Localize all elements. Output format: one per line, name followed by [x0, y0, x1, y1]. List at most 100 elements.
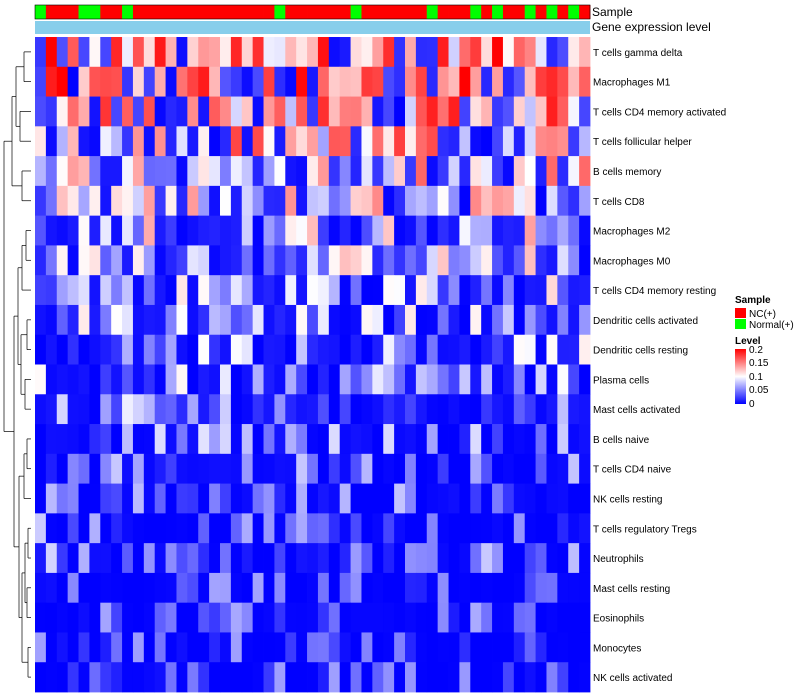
heatmap-cell	[394, 37, 406, 68]
heatmap-cell	[317, 245, 330, 276]
heatmap-cell	[241, 364, 254, 395]
heatmap-cell	[383, 662, 395, 693]
heatmap-cell	[394, 453, 406, 484]
heatmap-cell	[481, 185, 493, 217]
heatmap-cell	[405, 513, 417, 544]
heatmap-cell	[524, 602, 536, 633]
heatmap-cell	[492, 662, 504, 693]
heatmap-cell	[132, 126, 145, 157]
heatmap-cell	[317, 275, 330, 306]
heatmap-cell	[209, 453, 221, 484]
heatmap-cell	[481, 483, 493, 514]
heatmap-cell	[448, 364, 460, 395]
heatmap-cell	[579, 275, 591, 306]
heatmap-cell	[459, 275, 471, 306]
heatmap-cell	[415, 632, 428, 663]
heatmap-cell	[165, 394, 177, 425]
heatmap-cell	[165, 215, 177, 246]
heatmap-cell	[263, 215, 275, 246]
heatmap-cell	[383, 483, 395, 514]
heatmap-cell	[513, 215, 526, 246]
heatmap-cell	[154, 572, 166, 604]
heatmap-cell	[448, 483, 460, 514]
sample-annotation-cell	[361, 5, 373, 19]
heatmap-cell	[481, 453, 493, 484]
heatmap-cell	[437, 483, 449, 514]
heatmap-cell	[579, 37, 591, 68]
heatmap-cell	[89, 662, 101, 693]
heatmap-cell	[568, 37, 580, 68]
heatmap-cell	[198, 126, 210, 157]
heatmap-cell	[415, 483, 428, 514]
heatmap-cell	[339, 245, 351, 276]
heatmap-cell	[198, 572, 210, 604]
heatmap-cell	[492, 364, 504, 395]
heatmap-cell	[122, 245, 134, 276]
heatmap-cell	[568, 453, 580, 484]
heatmap-cell	[535, 334, 547, 365]
heatmap-cell	[252, 632, 264, 663]
heatmap-cell	[492, 66, 504, 97]
heatmap-cell	[557, 662, 569, 693]
heatmap-cell	[546, 513, 558, 544]
heatmap-cell	[230, 275, 243, 306]
heatmap-cell	[535, 572, 547, 604]
heatmap-cell	[394, 96, 406, 127]
heatmap-cell	[459, 632, 471, 663]
heatmap-cell	[524, 453, 536, 484]
heatmap-cell	[405, 364, 417, 395]
heatmap-cell	[383, 126, 395, 157]
heatmap-cell	[426, 156, 439, 187]
legend-sample-title: Sample	[735, 295, 771, 306]
heatmap-cell	[470, 156, 482, 187]
heatmap-cell	[56, 483, 69, 514]
heatmap-cell	[111, 96, 123, 127]
sample-annotation-cell	[448, 5, 460, 19]
heatmap-cell	[35, 215, 47, 246]
heatmap-cell	[241, 483, 254, 514]
heatmap-cell	[263, 156, 275, 187]
heatmap-cell	[252, 66, 264, 97]
heatmap-cell	[448, 37, 460, 68]
heatmap-cell	[78, 602, 90, 633]
heatmap-cell	[274, 66, 286, 97]
heatmap-cell	[220, 126, 232, 157]
heatmap-cell	[154, 126, 166, 157]
heatmap-cell	[143, 453, 156, 484]
sample-annotation-cell	[100, 5, 112, 19]
heatmap-cell	[492, 156, 504, 187]
heatmap-cell	[339, 275, 351, 306]
heatmap-cell	[448, 334, 460, 365]
heatmap-cell	[307, 275, 319, 306]
heatmap-cell	[78, 37, 90, 68]
heatmap-cell	[437, 424, 449, 455]
heatmap-cell	[394, 632, 406, 663]
heatmap-cell	[328, 126, 341, 157]
heatmap-cell	[296, 334, 308, 365]
heatmap-cell	[132, 394, 145, 425]
heatmap-cell	[361, 394, 373, 425]
heatmap-cell	[350, 364, 362, 395]
heatmap-cell	[307, 245, 319, 276]
heatmap-cell	[579, 424, 591, 455]
heatmap-cell	[307, 334, 319, 365]
heatmap-cell	[198, 156, 210, 187]
heatmap-cell	[307, 572, 319, 604]
heatmap-cell	[67, 185, 79, 217]
legend-level-title: Level	[735, 336, 761, 347]
heatmap-cell	[187, 275, 199, 306]
heatmap-cell	[524, 96, 536, 127]
heatmap-cell	[328, 394, 341, 425]
heatmap-cell	[100, 96, 112, 127]
heatmap-cell	[513, 364, 526, 395]
heatmap-cell	[546, 96, 558, 127]
heatmap-cell	[448, 66, 460, 97]
heatmap-cell	[241, 513, 254, 544]
sample-annotation-cell	[89, 5, 101, 19]
heatmap-cell	[296, 632, 308, 663]
heatmap-cell	[143, 304, 156, 336]
heatmap-cell	[220, 572, 232, 604]
heatmap-cell	[67, 334, 79, 365]
heatmap-cell	[143, 424, 156, 455]
heatmap-cell	[426, 304, 439, 336]
